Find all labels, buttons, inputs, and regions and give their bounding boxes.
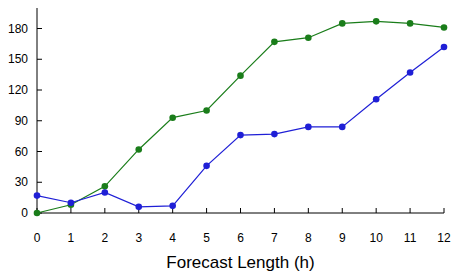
y-tick-label: 30 [15, 175, 29, 189]
series-marker [68, 199, 75, 206]
x-tick-label: 6 [237, 231, 244, 245]
x-axis-label: Forecast Length (h) [166, 253, 314, 272]
x-tick-label: 8 [305, 231, 312, 245]
series-marker [407, 69, 414, 76]
series-marker [102, 183, 109, 190]
chart-root: 03060901201501800123456789101112Forecast… [0, 0, 461, 277]
series-marker [169, 203, 176, 210]
x-tick [70, 208, 71, 213]
x-tick [274, 208, 275, 213]
chart-svg: 03060901201501800123456789101112Forecast… [0, 0, 461, 277]
x-tick-label: 1 [68, 231, 75, 245]
x-tick [206, 208, 207, 213]
y-tick-label: 180 [8, 22, 28, 36]
x-tick [104, 208, 105, 213]
x-tick [240, 208, 241, 213]
x-tick-label: 2 [101, 231, 108, 245]
series-marker [237, 132, 244, 139]
x-tick [342, 208, 343, 213]
series-marker [271, 131, 278, 138]
axes: 03060901201501800123456789101112 [8, 8, 451, 245]
y-tick [37, 120, 42, 121]
series-marker [373, 18, 380, 25]
x-tick [376, 208, 377, 213]
series-marker [373, 96, 380, 103]
x-tick [308, 208, 309, 213]
series-marker [441, 44, 448, 51]
x-tick-label: 10 [369, 231, 383, 245]
x-tick-label: 9 [339, 231, 346, 245]
x-tick-label: 11 [404, 231, 417, 245]
y-tick-label: 0 [21, 206, 28, 220]
x-tick-label: 7 [271, 231, 278, 245]
series-line [37, 21, 444, 213]
series-marker [441, 24, 448, 31]
y-tick [37, 90, 42, 91]
y-tick-label: 150 [8, 52, 28, 66]
x-tick-label: 4 [169, 231, 176, 245]
series-marker [305, 34, 312, 41]
y-tick [37, 28, 42, 29]
x-tick-label: 5 [203, 231, 210, 245]
series-marker [339, 20, 346, 27]
series-marker [203, 163, 210, 170]
x-tick-label: 12 [437, 231, 451, 245]
series-marker [34, 192, 41, 199]
series-line [37, 47, 444, 207]
series-marker [339, 124, 346, 131]
y-tick [37, 151, 42, 152]
series-marker [135, 204, 142, 211]
series [34, 44, 448, 211]
x-tick-label: 0 [34, 231, 41, 245]
series-marker [34, 210, 41, 217]
y-tick [37, 59, 42, 60]
series-marker [135, 146, 142, 153]
x-tick-label: 3 [135, 231, 142, 245]
series [34, 18, 448, 216]
y-tick-label: 60 [15, 145, 29, 159]
plot-area [34, 18, 448, 216]
series-marker [271, 39, 278, 46]
series-marker [169, 114, 176, 121]
series-marker [237, 72, 244, 79]
series-marker [102, 189, 109, 196]
series-marker [407, 20, 414, 27]
x-tick [410, 208, 411, 213]
series-marker [203, 107, 210, 114]
y-tick-label: 90 [15, 114, 29, 128]
y-tick-label: 120 [8, 83, 28, 97]
series-marker [305, 124, 312, 131]
y-tick [37, 182, 42, 183]
x-tick [444, 208, 445, 213]
